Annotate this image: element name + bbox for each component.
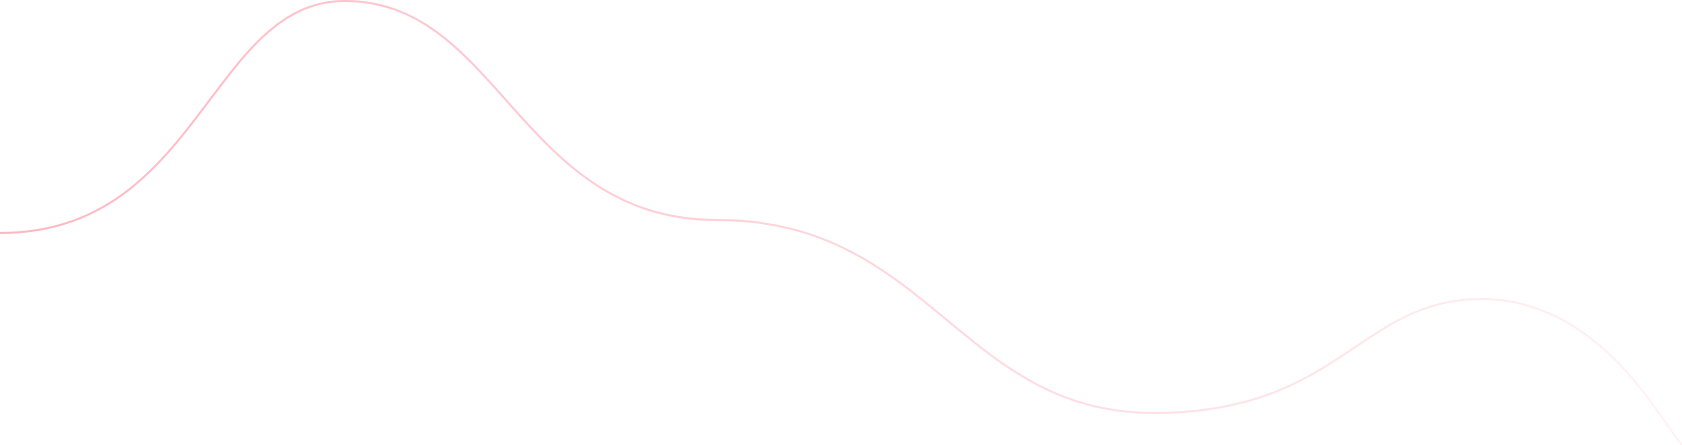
decorative-wave-canvas: [0, 0, 1682, 445]
decorative-wave-line: [0, 0, 1682, 445]
